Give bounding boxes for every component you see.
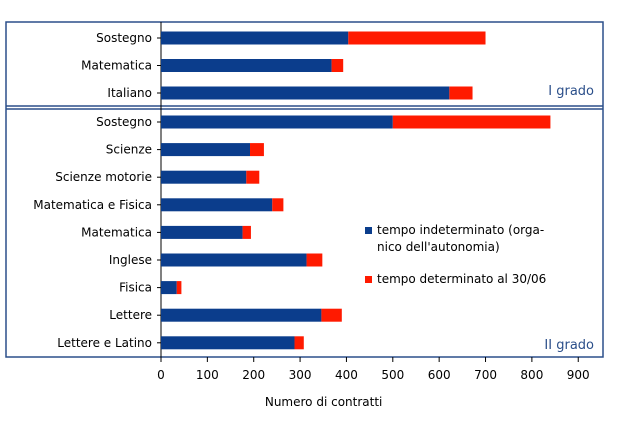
bar-indeterminato [161, 31, 349, 45]
category-label: Matematica e Fisica [33, 198, 152, 212]
x-tick-label: 100 [196, 368, 219, 382]
bar-indeterminato [161, 225, 243, 239]
bar-indeterminato [161, 281, 177, 295]
legend-label-indeterminato: tempo indeterminato (orga- [377, 223, 544, 237]
bar-indeterminato [161, 86, 450, 100]
category-label: Matematica [81, 59, 152, 73]
bar-determinato [294, 336, 304, 350]
legend-label-determinato: tempo determinato al 30/06 [377, 272, 546, 286]
bar-indeterminato [161, 308, 322, 322]
bar-indeterminato [161, 143, 251, 157]
bar-indeterminato [161, 253, 307, 267]
x-tick-label: 600 [428, 368, 451, 382]
group-label: II grado [544, 338, 594, 353]
bar-determinato [392, 115, 551, 129]
category-label: Lettere [109, 308, 152, 322]
bar-determinato [449, 86, 473, 100]
category-label: Lettere e Latino [57, 336, 152, 350]
bar-determinato [348, 31, 486, 45]
x-tick-label: 0 [157, 368, 165, 382]
category-label: Scienze motorie [55, 170, 152, 184]
legend-swatch-determinato [365, 276, 372, 283]
x-tick-label: 300 [289, 368, 312, 382]
category-label: Matematica [81, 225, 152, 239]
x-axis-label: Numero di contratti [265, 395, 383, 409]
x-tick-label: 800 [520, 368, 543, 382]
category-label: Sostegno [96, 115, 152, 129]
bar-determinato [331, 59, 344, 72]
bar-determinato [242, 225, 251, 239]
x-tick-label: 900 [567, 368, 590, 382]
bar-determinato [246, 170, 260, 184]
bar-indeterminato [161, 198, 273, 212]
plot-frame [5, 21, 604, 358]
category-label: Scienze [106, 143, 152, 157]
group-label: I grado [548, 84, 594, 99]
x-tick-label: 200 [242, 368, 265, 382]
bar-indeterminato [161, 115, 393, 129]
bar-determinato [176, 281, 182, 295]
bar-determinato [250, 143, 264, 157]
legend-label-indeterminato-cont: nico dell'autonomia) [377, 240, 500, 254]
x-tick-label: 700 [474, 368, 497, 382]
category-label: Sostegno [96, 31, 152, 45]
bar-indeterminato [161, 59, 332, 72]
category-label: Inglese [109, 253, 152, 267]
bar-determinato [272, 198, 284, 212]
category-label: Italiano [107, 86, 152, 100]
x-tick-label: 500 [381, 368, 404, 382]
legend-swatch-indeterminato [365, 227, 372, 234]
bar-determinato [321, 308, 342, 322]
bar-determinato [306, 253, 323, 267]
bar-indeterminato [161, 170, 247, 184]
x-tick-label: 400 [335, 368, 358, 382]
category-label: Fisica [119, 281, 152, 295]
bar-indeterminato [161, 336, 295, 350]
